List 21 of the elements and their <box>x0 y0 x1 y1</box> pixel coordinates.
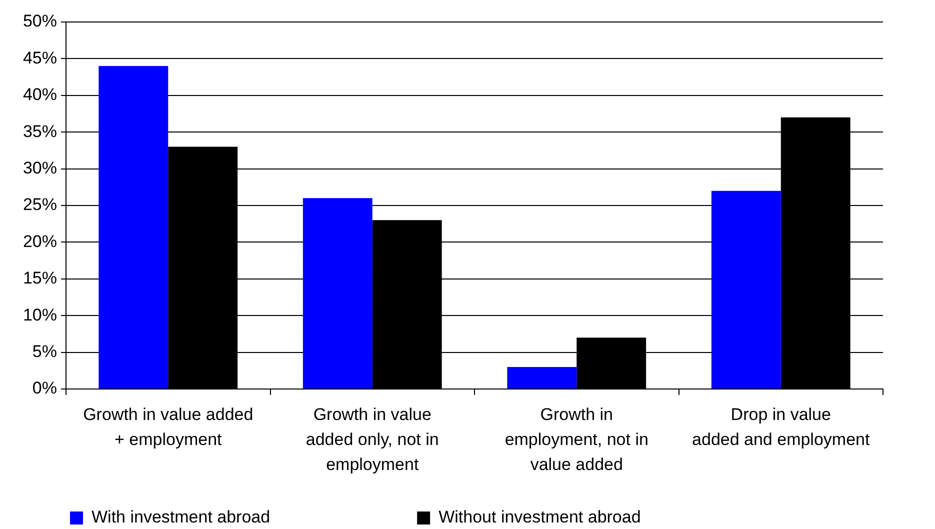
bar <box>711 190 781 388</box>
y-tick-label: 5% <box>32 342 57 361</box>
y-tick-label: 35% <box>22 122 57 141</box>
legend-label: Without investment abroad <box>438 508 641 527</box>
x-tick-label: Growth in value added only, not in employment <box>306 405 439 474</box>
bar <box>98 66 168 388</box>
y-tick-label: 40% <box>22 85 57 104</box>
y-tick-label: 15% <box>22 268 57 288</box>
y-tick-label: 50% <box>22 12 57 31</box>
y-tick-label: 45% <box>22 48 57 68</box>
y-tick-label: 20% <box>22 232 57 251</box>
bar <box>507 366 577 388</box>
y-tick-label: 0% <box>32 378 57 398</box>
bar <box>302 198 372 388</box>
x-tick-label: Growth in employment, not in value added <box>504 405 648 474</box>
legend-label: With investment abroad <box>92 508 270 527</box>
x-tick-label: Drop in value added and employment <box>692 405 870 450</box>
y-tick-label: 25% <box>22 195 57 214</box>
x-tick-label: Growth in value added + employment <box>83 405 254 450</box>
y-tick-label: 30% <box>22 158 57 178</box>
y-tick-label: 10% <box>22 305 57 324</box>
